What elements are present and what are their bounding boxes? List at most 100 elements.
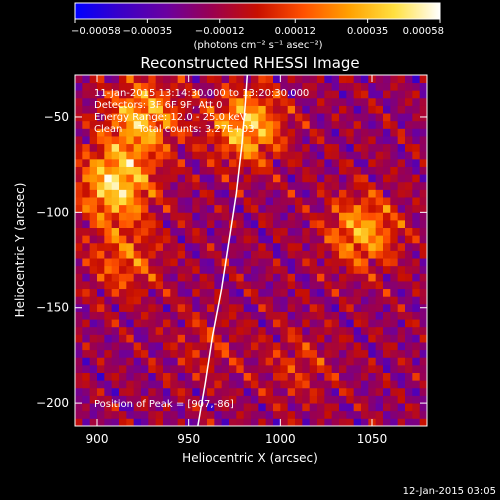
heatmap-cell: [170, 204, 179, 213]
heatmap-cell: [397, 197, 406, 206]
heatmap-cell: [412, 418, 421, 426]
heatmap-cell: [89, 418, 98, 426]
heatmap-cell: [185, 97, 193, 106]
heatmap-cell: [243, 212, 252, 221]
heatmap-cell: [251, 372, 259, 381]
heatmap-cell: [207, 395, 215, 404]
heatmap-cell: [141, 357, 149, 366]
heatmap-cell: [383, 349, 391, 358]
heatmap-cell: [82, 372, 91, 381]
heatmap-cell: [163, 189, 171, 198]
heatmap-cell: [170, 334, 179, 343]
heatmap-cell: [324, 380, 333, 389]
heatmap-cell: [229, 166, 237, 175]
heatmap-cell: [251, 158, 259, 167]
heatmap-cell: [207, 181, 215, 190]
heatmap-cell: [375, 97, 384, 106]
heatmap-cell: [97, 75, 105, 84]
heatmap-cell: [383, 357, 391, 366]
heatmap-cell: [390, 136, 399, 145]
heatmap-cell: [383, 281, 391, 290]
heatmap-cell: [273, 296, 281, 305]
heatmap-cell: [383, 235, 391, 244]
heatmap-cell: [133, 197, 142, 206]
heatmap-cell: [405, 128, 413, 137]
heatmap-cell: [229, 128, 237, 137]
heatmap-cell: [82, 75, 91, 84]
heatmap-cell: [302, 113, 311, 122]
heatmap-cell: [405, 143, 413, 152]
heatmap-cell: [177, 212, 186, 221]
heatmap-cell: [251, 113, 259, 122]
heatmap-cell: [185, 326, 193, 335]
heatmap-cell: [258, 387, 267, 396]
heatmap-cell: [251, 136, 259, 145]
heatmap-cell: [185, 82, 193, 91]
heatmap-cell: [383, 174, 391, 183]
heatmap-cell: [243, 204, 252, 213]
heatmap-cell: [383, 197, 391, 206]
heatmap-cell: [405, 364, 413, 373]
axis-ticks: 900 950 1000 1050−50−100−150−200: [36, 75, 427, 446]
heatmap-cell: [346, 349, 355, 358]
heatmap-cell: [75, 105, 83, 114]
heatmap-cell: [375, 120, 384, 129]
heatmap-cell: [133, 113, 142, 122]
heatmap-cell: [405, 319, 413, 328]
heatmap-cell: [119, 342, 127, 351]
heatmap-cell: [331, 189, 340, 198]
heatmap-cell: [214, 113, 223, 122]
heatmap-cell: [119, 418, 127, 426]
heatmap-cell: [331, 242, 340, 251]
heatmap-cell: [170, 158, 179, 167]
heatmap-cell: [302, 158, 311, 167]
heatmap-cell: [75, 395, 83, 404]
heatmap-cell: [170, 235, 179, 244]
heatmap-cell: [361, 227, 369, 236]
heatmap-cell: [412, 326, 421, 335]
heatmap-cell: [207, 227, 215, 236]
heatmap-cell: [104, 181, 113, 190]
heatmap-cell: [273, 174, 281, 183]
heatmap-cell: [111, 128, 120, 137]
heatmap-cell: [287, 281, 296, 290]
heatmap-cell: [119, 364, 127, 373]
heatmap-cell: [361, 364, 369, 373]
heatmap-cell: [346, 258, 355, 267]
heatmap-cell: [258, 212, 267, 221]
heatmap-cell: [324, 128, 333, 137]
heatmap-cell: [163, 113, 171, 122]
heatmap-cell: [397, 380, 406, 389]
heatmap-cell: [258, 319, 267, 328]
heatmap-cell: [111, 258, 120, 267]
heatmap-cell: [258, 303, 267, 312]
heatmap-cell: [89, 158, 98, 167]
heatmap-cell: [221, 174, 230, 183]
heatmap-cell: [309, 403, 318, 412]
heatmap-cell: [192, 288, 201, 297]
heatmap-cell: [126, 227, 135, 236]
heatmap-cell: [214, 311, 223, 320]
heatmap-cell: [111, 75, 120, 84]
heatmap-cell: [339, 410, 347, 419]
heatmap-cell: [317, 410, 325, 419]
heatmap-cell: [405, 311, 413, 320]
heatmap-cell: [214, 273, 223, 282]
heatmap-cell: [280, 181, 289, 190]
heatmap-cell: [361, 143, 369, 152]
heatmap-cell: [170, 227, 179, 236]
heatmap-cell: [192, 151, 201, 160]
heatmap-cell: [331, 288, 340, 297]
heatmap-cell: [104, 158, 113, 167]
heatmap-cell: [192, 265, 201, 274]
heatmap-cell: [199, 334, 208, 343]
heatmap-cell: [302, 387, 311, 396]
heatmap-cell: [119, 75, 127, 84]
heatmap-cell: [397, 319, 406, 328]
heatmap-cell: [265, 197, 274, 206]
heatmap-cell: [155, 296, 164, 305]
heatmap-cell: [419, 380, 427, 389]
heatmap-cell: [192, 395, 201, 404]
heatmap-cell: [82, 319, 91, 328]
heatmap-cell: [170, 212, 179, 221]
